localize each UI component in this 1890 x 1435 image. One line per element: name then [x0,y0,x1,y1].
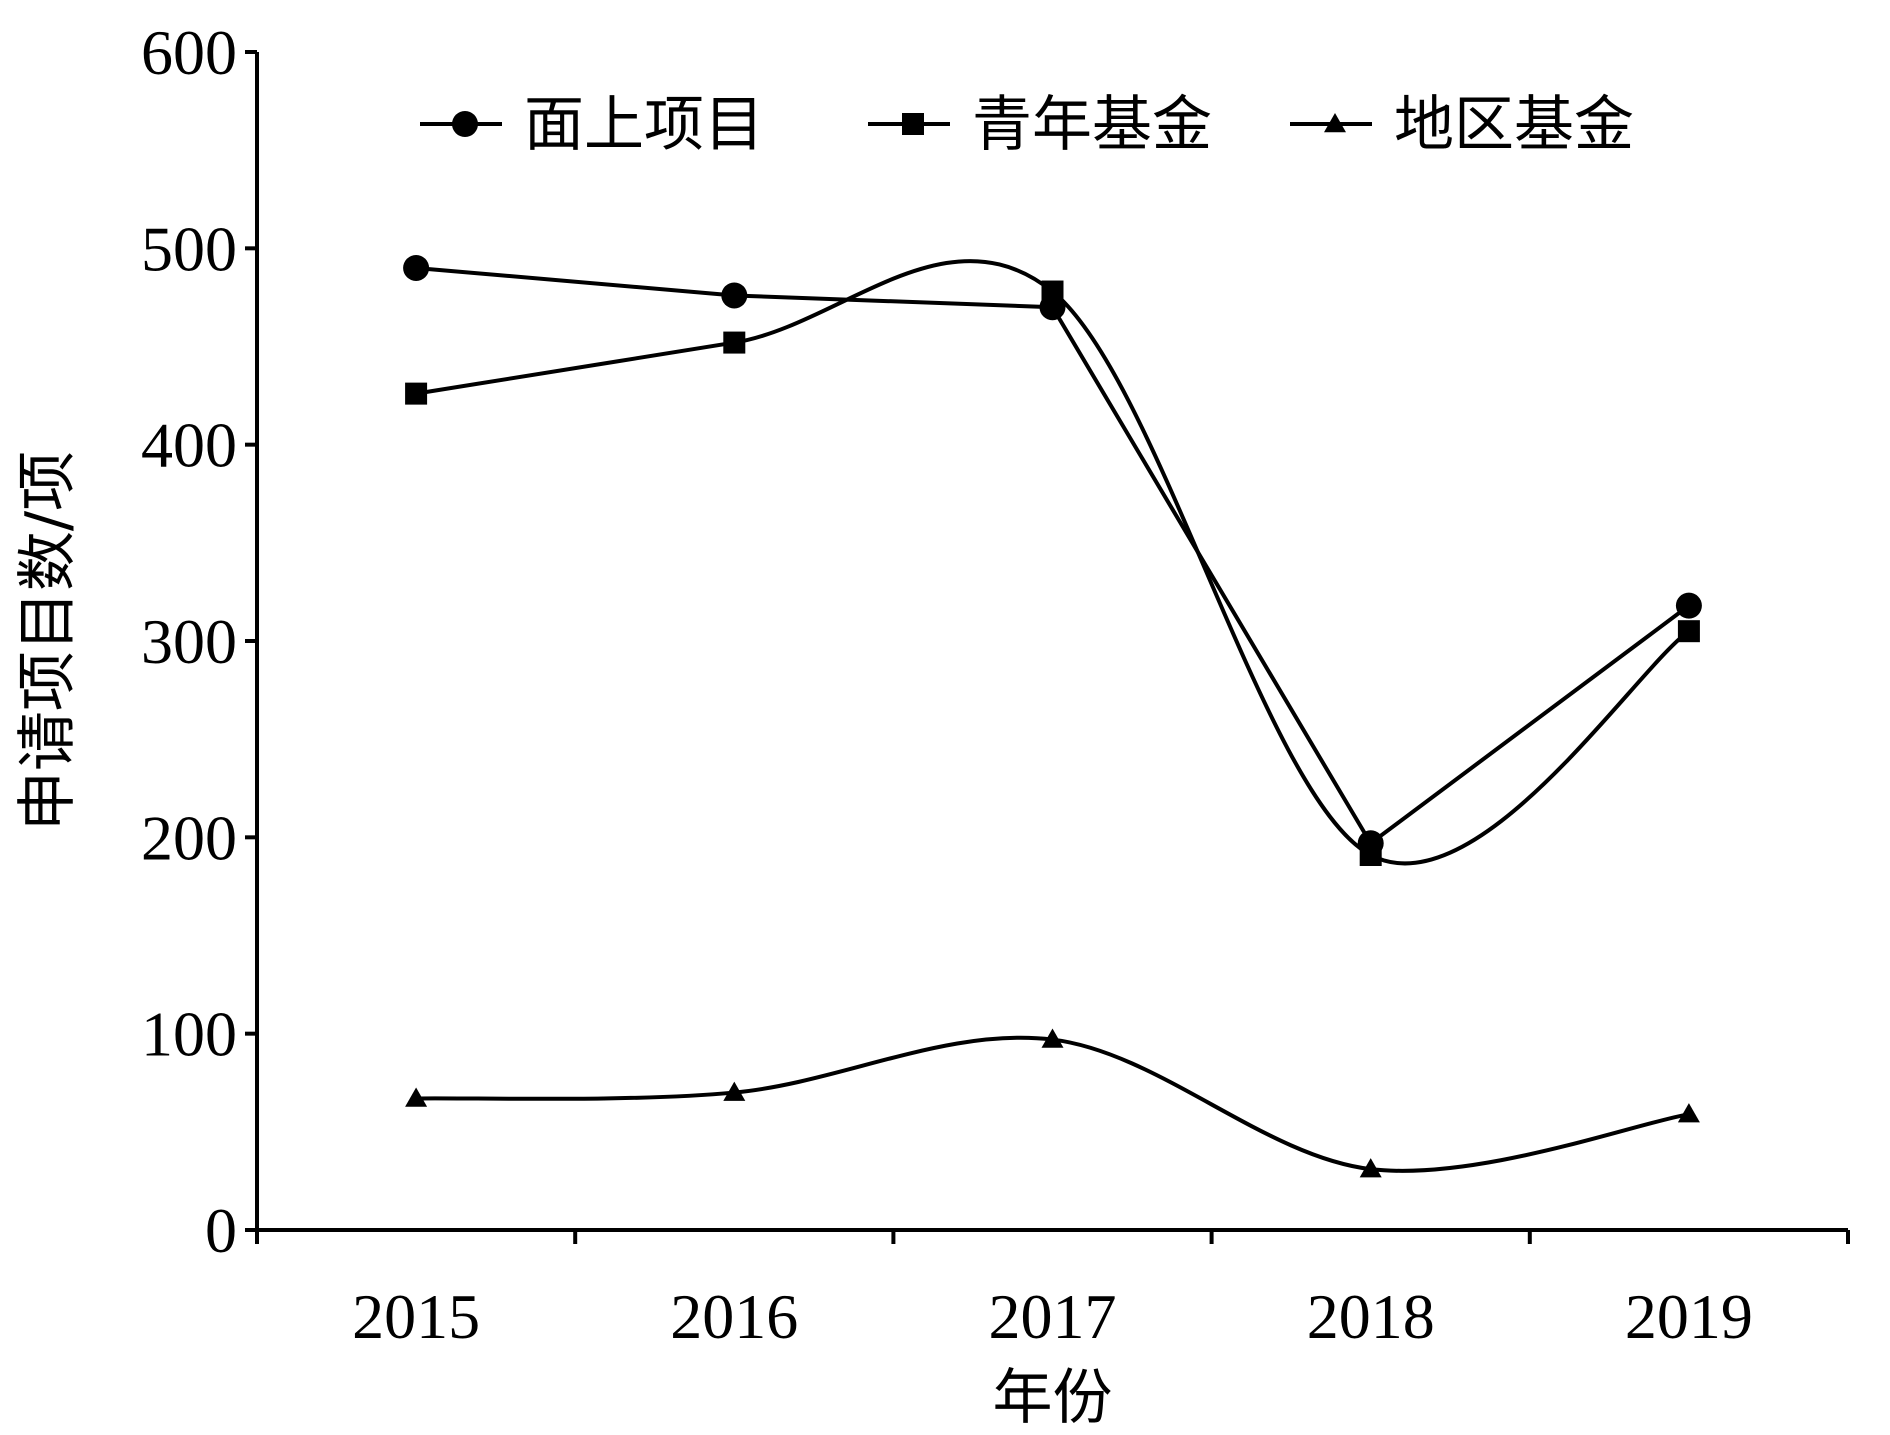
data-point-square [1041,280,1064,303]
series-line [415,259,1691,866]
data-point-triangle [405,1087,428,1107]
data-point-triangle [1041,1028,1064,1048]
y-tick-label: 0 [205,1195,237,1266]
x-tick-label: 2019 [1625,1281,1753,1352]
y-tick-label: 300 [141,606,237,677]
data-point-circle [403,254,430,281]
x-tick-label: 2017 [989,1281,1117,1352]
series-layer [403,254,1702,1178]
series-1 [405,259,1700,867]
y-tick-label: 600 [141,17,237,88]
x-tick-label: 2018 [1307,1281,1435,1352]
data-point-triangle [1359,1158,1382,1178]
data-point-square [1677,620,1700,643]
legend-marker-square [902,113,924,135]
y-tick-label: 100 [141,999,237,1070]
legend: 面上项目 青年基金 地区基金 [420,90,1634,160]
series-0 [403,254,1702,857]
series-2 [405,1028,1700,1178]
y-tick-label: 500 [141,213,237,284]
x-tick-label: 2016 [670,1281,798,1352]
x-tick-label: 2015 [352,1281,480,1352]
legend-item: 面上项目 [420,90,764,160]
legend-label: 面上项目 [524,90,764,160]
x-axis-title: 年份 [993,1363,1113,1433]
legend-marker-circle [452,111,478,137]
y-tick-label: 200 [141,802,237,873]
series-line [416,1035,1690,1173]
data-point-triangle [723,1081,746,1101]
data-point-square [405,382,428,405]
axes: 0 100 200 300 400 500 600 2015 2016 2017 2018 2019 [141,17,1850,1352]
legend-marker-triangle [1324,113,1346,133]
data-point-square [1359,844,1382,867]
data-point-circle [721,282,748,309]
legend-item: 地区基金 [1290,90,1634,160]
legend-label: 青年基金 [972,90,1212,160]
data-point-circle [1675,592,1702,619]
legend-label: 地区基金 [1394,90,1634,160]
data-point-triangle [1677,1103,1700,1123]
legend-item: 青年基金 [868,90,1212,160]
y-axis-title: 申请项目数/项 [13,451,83,831]
y-tick-label: 400 [141,410,237,481]
series-line [415,265,1691,847]
data-point-square [723,331,746,354]
